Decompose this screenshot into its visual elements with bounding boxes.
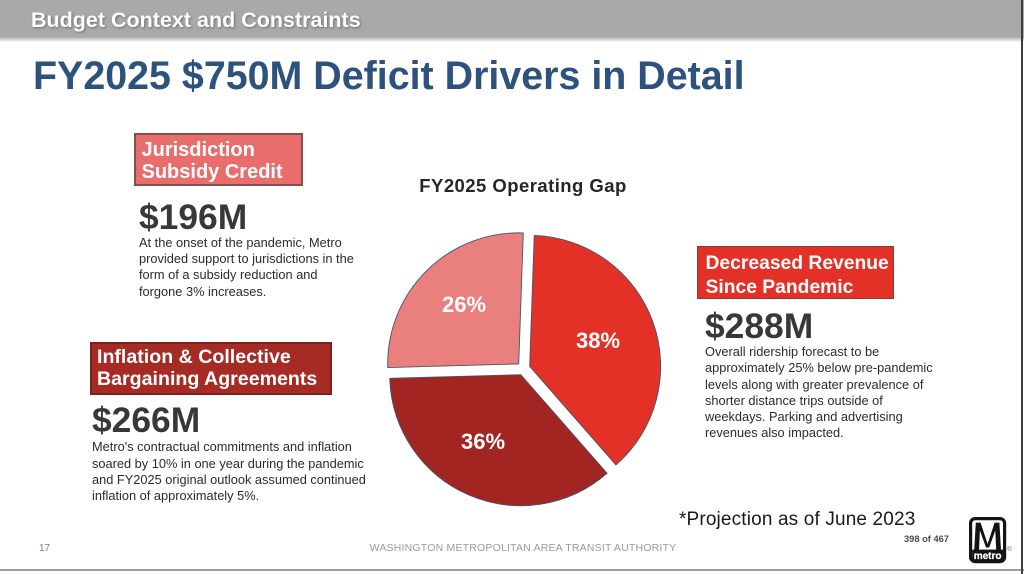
svg-text:26%: 26% [442, 292, 486, 317]
svg-text:metro: metro [974, 551, 1002, 562]
svg-text:36%: 36% [461, 429, 505, 454]
svg-text:38%: 38% [576, 328, 620, 353]
